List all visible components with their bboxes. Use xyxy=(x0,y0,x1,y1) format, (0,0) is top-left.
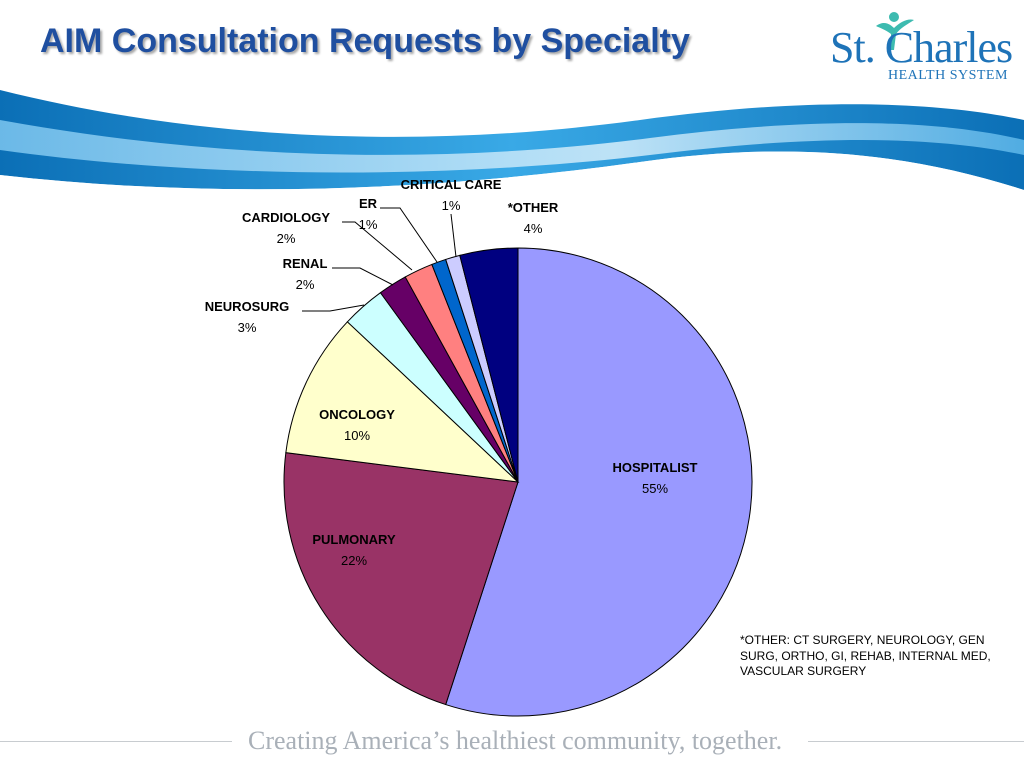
logo-wordmark: St. Charles xyxy=(830,23,1013,72)
slice-percent-neurosurg: 3% xyxy=(238,320,257,335)
pie-slice-oncology xyxy=(285,321,520,483)
pie-slices xyxy=(283,247,753,717)
tagline-bar: Creating America’s healthiest community,… xyxy=(0,724,1024,760)
leader-line-renal xyxy=(332,267,394,286)
slice-percent-er: 1% xyxy=(359,217,378,232)
slice-percent-cardiology: 2% xyxy=(277,231,296,246)
header-swoosh xyxy=(0,90,1024,210)
pie-slice-hospitalist xyxy=(445,247,753,717)
slice-percent-hospitalist: 55% xyxy=(642,481,668,496)
tagline-rule-left xyxy=(0,741,232,742)
leader-line-critical-care xyxy=(450,213,457,258)
leader-line-neurosurg xyxy=(302,304,365,312)
slice-name-renal: RENAL xyxy=(283,256,328,271)
slice-name-critical-care: CRITICAL CARE xyxy=(401,177,502,192)
slice-percent-critical-care: 1% xyxy=(442,198,461,213)
leader-line-cardiology xyxy=(342,221,413,271)
slice-name-oncology: ONCOLOGY xyxy=(319,407,395,422)
st-charles-logo: St. Charles HEALTH SYSTEM xyxy=(826,8,1016,88)
pie-slice-pulmonary xyxy=(283,452,519,706)
slice-name-hospitalist: HOSPITALIST xyxy=(613,460,698,475)
pie-labels: HOSPITALIST 55% PULMONARY 22% ONCOLOGY 10% NEU… xyxy=(205,177,698,568)
tagline-rule-right xyxy=(808,741,1024,742)
tagline: Creating America’s healthiest community,… xyxy=(248,726,783,755)
slice-name-er: ER xyxy=(359,196,378,211)
slice-percent-renal: 2% xyxy=(296,277,315,292)
slice-name-pulmonary: PULMONARY xyxy=(312,532,396,547)
other-footnote: *OTHER: CT SURGERY, NEUROLOGY, GEN SURG,… xyxy=(740,633,991,678)
slice-name-cardiology: CARDIOLOGY xyxy=(242,210,330,225)
slice-percent-other: 4% xyxy=(524,221,543,236)
slice-name-other: *OTHER xyxy=(508,200,559,215)
pie-slice-other xyxy=(459,247,519,483)
slice-name-neurosurg: NEUROSURG xyxy=(205,299,290,314)
slice-percent-pulmonary: 22% xyxy=(341,553,367,568)
figure-logo-icon xyxy=(876,12,914,50)
leader-line-er xyxy=(380,207,438,263)
slide-title: AIM Consultation Requests by Specialty xyxy=(40,22,690,60)
slice-percent-oncology: 10% xyxy=(344,428,370,443)
logo-subtitle: HEALTH SYSTEM xyxy=(888,68,1008,83)
leader-lines xyxy=(302,207,457,312)
